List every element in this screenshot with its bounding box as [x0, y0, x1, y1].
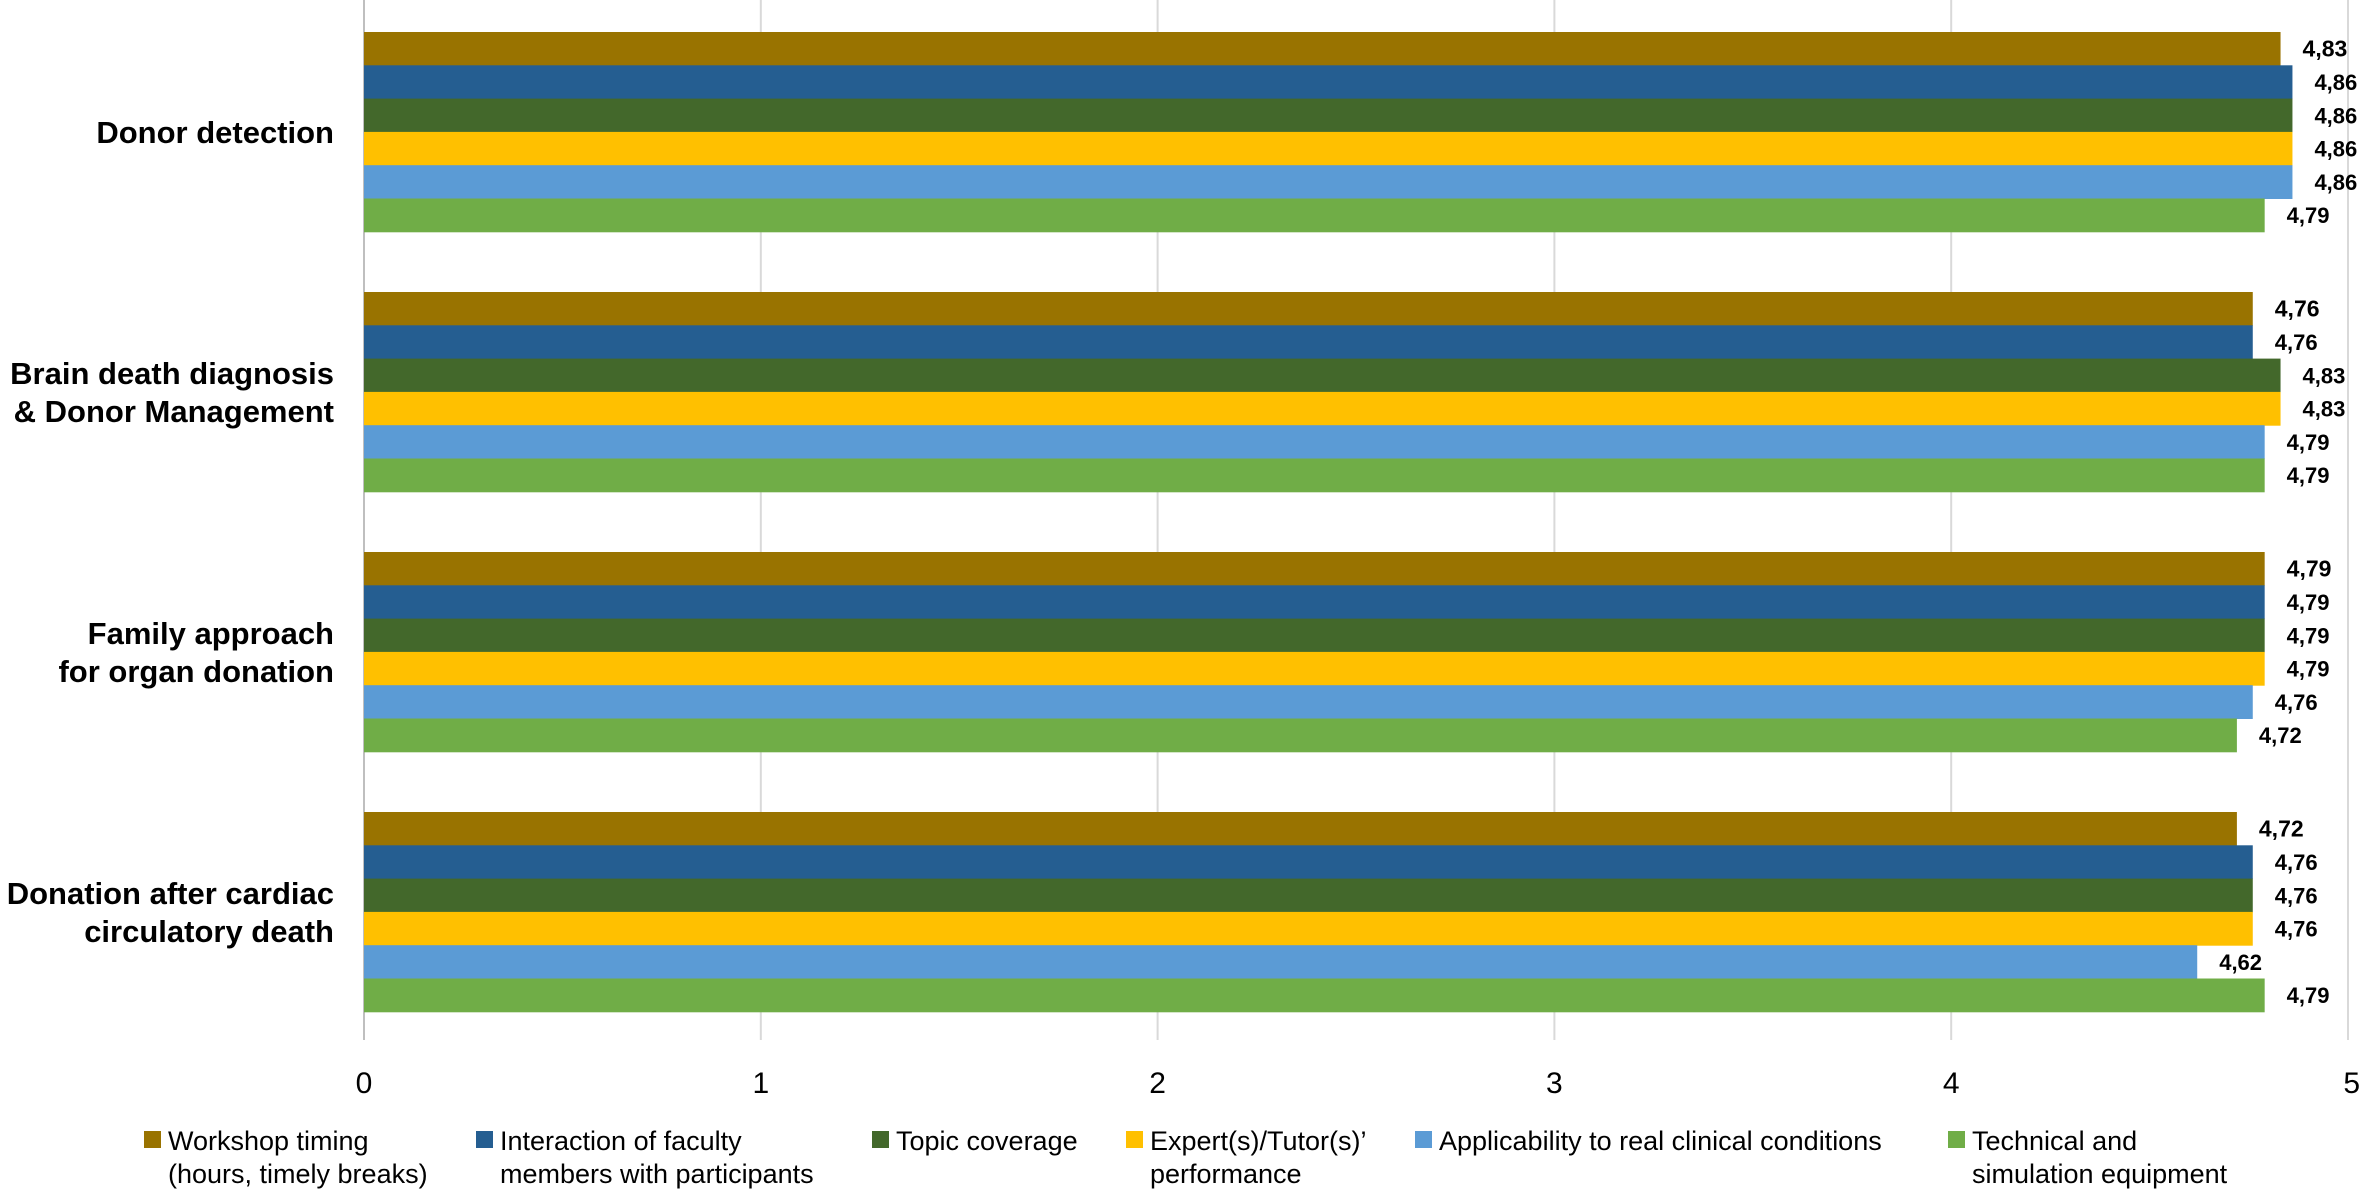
data-label: 4,76: [2275, 330, 2318, 355]
bar: [364, 911, 2253, 946]
data-label: 4,79: [2287, 430, 2330, 455]
category-label: circulatory death: [84, 914, 334, 949]
legend-swatch: [476, 1131, 493, 1148]
bar: [364, 845, 2253, 880]
bar: [364, 651, 2265, 686]
data-label: 4,76: [2275, 917, 2318, 942]
data-label: 4,86: [2314, 137, 2357, 162]
data-label: 4,72: [2259, 816, 2304, 842]
x-axis-ticks: 0 1 2 3 4 5: [356, 1067, 2360, 1100]
category-label: Donor detection: [96, 115, 334, 150]
legend-swatch: [1948, 1131, 1965, 1148]
x-tick-label: 2: [1149, 1067, 1166, 1100]
bar: [364, 812, 2237, 846]
data-label: 4,83: [2303, 397, 2346, 422]
category-label: & Donor Management: [14, 394, 334, 429]
data-label: 4,79: [2287, 983, 2330, 1008]
bar: [364, 458, 2265, 493]
legend-label: Expert(s)/Tutor(s)’: [1150, 1126, 1367, 1156]
data-label: 4,76: [2275, 850, 2318, 875]
legend-swatch: [1126, 1131, 1143, 1148]
bars: [364, 32, 2293, 1013]
data-label: 4,79: [2287, 590, 2330, 615]
bar: [364, 978, 2265, 1013]
legend: Workshop timing(hours, timely breaks) Int…: [144, 1126, 2228, 1189]
legend-label: Applicability to real clinical condition…: [1439, 1126, 1882, 1156]
data-label: 4,79: [2287, 556, 2332, 582]
data-labels: 4,83 4,86 4,86 4,86 4,86 4,79 4,76 4,76 4,83 4,83…: [2219, 36, 2357, 1009]
bar: [364, 32, 2281, 66]
bar: [364, 878, 2253, 913]
data-label: 4,79: [2287, 463, 2330, 488]
bar: [364, 552, 2265, 586]
data-label: 4,83: [2303, 363, 2346, 388]
data-label: 4,86: [2314, 170, 2357, 195]
x-tick-label: 5: [2343, 1067, 2360, 1100]
category-label: Brain death diagnosis: [10, 356, 334, 391]
bar: [364, 718, 2237, 753]
bar: [364, 585, 2265, 620]
category-label: Family approach: [88, 616, 334, 651]
data-label: 4,86: [2314, 103, 2357, 128]
data-label: 4,83: [2303, 36, 2348, 62]
data-label: 4,76: [2275, 690, 2318, 715]
bar: [364, 618, 2265, 653]
bar: [364, 358, 2281, 393]
legend-swatch: [1415, 1131, 1432, 1148]
bar: [364, 198, 2265, 233]
data-label: 4,79: [2287, 657, 2330, 682]
category-label: Donation after cardiac: [7, 876, 334, 911]
bar: [364, 945, 2198, 979]
x-tick-label: 4: [1943, 1067, 1960, 1100]
x-tick-label: 1: [752, 1067, 769, 1100]
data-label: 4,76: [2275, 296, 2320, 322]
data-label: 4,62: [2219, 950, 2262, 975]
bar: [364, 165, 2293, 199]
data-label: 4,86: [2314, 70, 2357, 95]
bar: [364, 685, 2253, 719]
legend-label: Interaction of faculty: [500, 1126, 742, 1156]
x-tick-label: 0: [356, 1067, 373, 1100]
legend-label: Topic coverage: [896, 1126, 1078, 1156]
data-label: 4,79: [2287, 203, 2330, 228]
bar: [364, 131, 2293, 166]
legend-label: Technical and: [1972, 1126, 2137, 1156]
legend-label: Workshop timing: [168, 1126, 369, 1156]
bar: [364, 391, 2281, 426]
x-tick-label: 3: [1546, 1067, 1563, 1100]
data-label: 4,76: [2275, 883, 2318, 908]
legend-label: simulation equipment: [1972, 1159, 2228, 1189]
bar: [364, 65, 2293, 100]
data-label: 4,79: [2287, 623, 2330, 648]
legend-label: performance: [1150, 1159, 1302, 1189]
bar: [364, 325, 2253, 360]
category-labels: Donor detection Brain death diagnosis& Do…: [7, 115, 334, 949]
legend-swatch: [872, 1131, 889, 1148]
data-label: 4,72: [2259, 723, 2302, 748]
legend-swatch: [144, 1131, 161, 1148]
category-label: for organ donation: [58, 654, 334, 689]
bar: [364, 98, 2293, 133]
bar: [364, 292, 2253, 326]
legend-label: members with participants: [500, 1159, 814, 1189]
bar: [364, 425, 2265, 459]
legend-label: (hours, timely breaks): [168, 1159, 428, 1189]
